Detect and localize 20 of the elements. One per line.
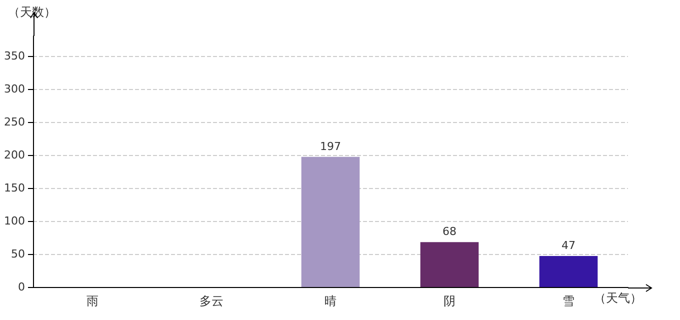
bar — [420, 242, 479, 287]
x-axis-title: （天气） — [594, 291, 642, 305]
data-label: 47 — [562, 238, 576, 252]
x-tick-label: 雨 — [86, 294, 98, 308]
y-tick-label: 250 — [4, 115, 25, 128]
x-tick-label: 多云 — [200, 294, 224, 308]
x-tick-label: 雪 — [562, 294, 574, 308]
y-tick-label: 150 — [4, 181, 25, 194]
bar — [539, 256, 598, 287]
x-tick-label: 晴 — [324, 294, 336, 308]
x-tick-label: 阴 — [444, 294, 456, 308]
y-tick-label: 0 — [18, 280, 25, 294]
y-tick-label: 200 — [4, 148, 25, 162]
data-label: 197 — [320, 140, 341, 153]
y-tick-label: 350 — [4, 49, 25, 62]
bar — [301, 156, 360, 287]
y-tick-label: 100 — [4, 214, 25, 228]
data-label: 68 — [442, 225, 456, 238]
y-tick-label: 300 — [4, 82, 25, 96]
y-tick-label: 50 — [11, 247, 25, 260]
